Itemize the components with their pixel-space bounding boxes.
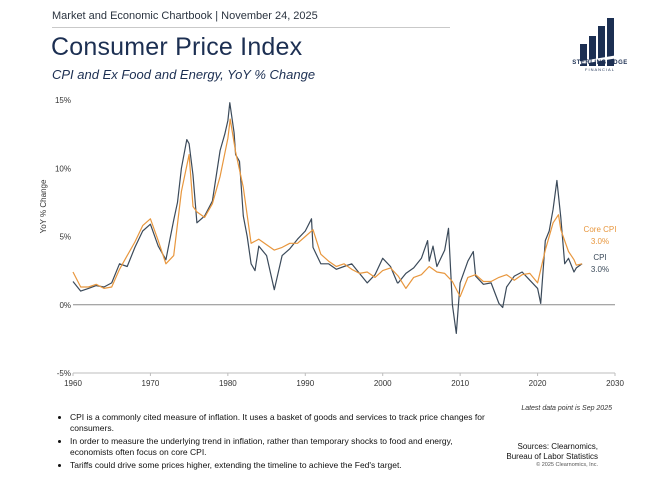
copyright: © 2025 Clearnomics, Inc.	[536, 462, 598, 468]
brand-name: STERLING EDGE	[572, 60, 628, 66]
y-tick-label: 5%	[59, 233, 71, 242]
latest-data-note: Latest data point is Sep 2025	[521, 405, 612, 412]
x-tick-label: 1990	[296, 379, 314, 388]
cpi-legend-label: CPI	[593, 253, 606, 262]
x-tick-label: 2030	[606, 379, 624, 388]
core-cpi-legend-label: Core CPI	[584, 225, 617, 234]
y-tick-label: 10%	[55, 164, 71, 173]
bullet-item: In order to measure the underlying trend…	[70, 436, 490, 457]
sources-line: Sources: Clearnomics,	[517, 442, 598, 451]
x-tick-label: 1960	[64, 379, 82, 388]
cpi-line-chart: 15% 10% 5% 0% -5%1960 1970 1980 1990 2000 2010 202…	[39, 96, 624, 388]
x-tick-label: 1980	[219, 379, 237, 388]
x-tick-label: 2010	[451, 379, 469, 388]
y-axis-title: YoY % Change	[39, 179, 48, 233]
x-tick-label: 2000	[374, 379, 392, 388]
bullet-item: Tariffs could drive some prices higher, …	[70, 460, 490, 471]
y-tick-label: 15%	[55, 96, 71, 105]
core-cpi-series-line	[72, 118, 583, 298]
brand-logo-icon	[576, 18, 624, 66]
brand-sub: FINANCIAL	[585, 67, 615, 72]
x-tick-label: 2020	[529, 379, 547, 388]
bullet-item: CPI is a commonly cited measure of infla…	[70, 412, 490, 433]
cpi-value-label: 3.0%	[591, 265, 609, 274]
x-tick-label: 1970	[142, 379, 160, 388]
y-tick-label: -5%	[57, 369, 71, 378]
sources: Sources: Clearnomics, Bureau of Labor St…	[506, 442, 598, 462]
page-title: Consumer Price Index	[51, 33, 303, 61]
core-cpi-value-label: 3.0%	[591, 237, 609, 246]
cpi-series-line	[72, 102, 583, 334]
sources-line: Bureau of Labor Statistics	[506, 452, 598, 461]
report-header: Market and Economic Chartbook | November…	[52, 10, 318, 22]
bullet-list: CPI is a commonly cited measure of infla…	[56, 412, 490, 474]
y-tick-label: 0%	[59, 301, 71, 310]
page-subtitle: CPI and Ex Food and Energy, YoY % Change	[52, 67, 316, 82]
header-divider	[52, 27, 450, 28]
